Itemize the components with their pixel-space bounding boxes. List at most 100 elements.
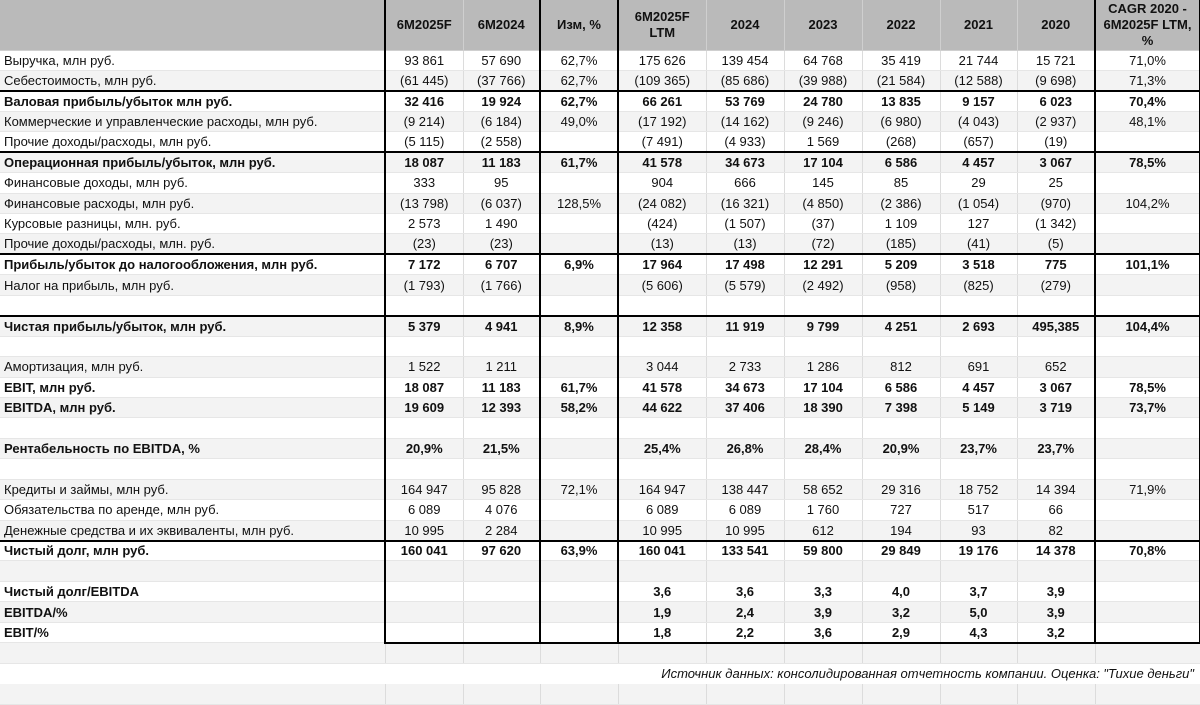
value-cell: 53 769: [705, 89, 785, 112]
value-cell: 17 964: [617, 253, 707, 276]
value-cell: [539, 520, 619, 542]
value-cell: (6 037): [462, 193, 541, 215]
value-cell: 12 393: [462, 397, 541, 419]
value-cell: 62,7%: [539, 70, 619, 92]
row-label: [0, 417, 386, 439]
value-cell: 3,2: [861, 601, 941, 623]
value-cell: (21 584): [861, 70, 941, 92]
value-cell: 4,0: [861, 581, 941, 603]
value-cell: (24 082): [617, 193, 707, 215]
row-label: Кредиты и займы, млн руб.: [0, 479, 386, 501]
value-cell: 4 457: [939, 377, 1018, 398]
value-cell: [783, 417, 863, 439]
value-cell: 32 416: [384, 89, 464, 112]
value-cell: (9 214): [384, 111, 464, 133]
value-cell: 17 104: [783, 377, 863, 398]
value-cell: 63,9%: [539, 539, 619, 562]
table-row: Чистый долг/EBITDA 3,6 3,6 3,3 4,0 3,7 3,9: [0, 581, 1200, 603]
value-cell: 61,7%: [539, 377, 619, 398]
value-cell: [1094, 213, 1200, 235]
value-cell: (16 321): [705, 193, 785, 215]
value-cell: (37): [783, 213, 863, 235]
value-cell: 71,9%: [1094, 479, 1200, 501]
value-cell: (2 492): [783, 274, 863, 296]
value-cell: [617, 458, 707, 480]
value-cell: [783, 336, 863, 358]
value-cell: (2 386): [861, 193, 941, 215]
value-cell: 139 454: [705, 50, 785, 71]
value-cell: 34 673: [705, 151, 785, 174]
table-row: Денежные средства и их эквиваленты, млн …: [0, 520, 1200, 542]
value-cell: 66 261: [617, 89, 707, 112]
value-cell: 11 183: [462, 151, 541, 174]
value-cell: [939, 336, 1018, 358]
value-cell: [939, 295, 1018, 317]
value-cell: [539, 213, 619, 235]
table-row: Себестоимость, млн руб. (61 445) (37 766) 6…: [0, 70, 1200, 92]
value-cell: 25,4%: [617, 438, 707, 460]
value-cell: 164 947: [384, 479, 464, 501]
value-cell: 3 719: [1016, 397, 1096, 419]
value-cell: [1094, 520, 1200, 542]
empty-cell: [617, 642, 707, 664]
value-cell: [1094, 581, 1200, 603]
value-cell: [705, 336, 785, 358]
empty-cell: [783, 642, 863, 664]
value-cell: [617, 336, 707, 358]
value-cell: [539, 274, 619, 296]
value-cell: (657): [939, 131, 1018, 153]
value-cell: 3,6: [705, 581, 785, 603]
table-row: Финансовые доходы, млн руб. 333 95 904 666 14…: [0, 172, 1200, 194]
value-cell: [1094, 172, 1200, 194]
value-cell: 1 490: [462, 213, 541, 235]
table-row: Финансовые расходы, млн руб. (13 798) (6 0…: [0, 193, 1200, 215]
row-label: Выручка, млн руб.: [0, 50, 386, 71]
value-cell: 2 733: [705, 356, 785, 378]
value-cell: 5 149: [939, 397, 1018, 419]
value-cell: 20,9%: [384, 438, 464, 460]
value-cell: 6 586: [861, 377, 941, 398]
value-cell: (13): [705, 233, 785, 255]
row-label: EBITDA, млн руб.: [0, 397, 386, 419]
value-cell: [783, 560, 863, 582]
value-cell: 4 076: [462, 499, 541, 521]
value-cell: [1094, 295, 1200, 317]
row-label: Прочие доходы/расходы, млн. руб.: [0, 233, 386, 255]
value-cell: [539, 356, 619, 378]
value-cell: 15 721: [1016, 50, 1096, 71]
value-cell: 17 498: [705, 253, 785, 276]
value-cell: 3,7: [939, 581, 1018, 603]
value-cell: (85 686): [705, 70, 785, 92]
value-cell: [1094, 233, 1200, 255]
value-cell: [861, 417, 941, 439]
table-row: Операционная прибыль/убыток, млн руб. 18 …: [0, 151, 1200, 174]
value-cell: [617, 560, 707, 582]
row-label: Прибыль/убыток до налогообложения, млн р…: [0, 253, 386, 276]
spacer-row: [0, 295, 1200, 317]
value-cell: 164 947: [617, 479, 707, 501]
value-cell: 18 390: [783, 397, 863, 419]
value-cell: 175 626: [617, 50, 707, 71]
value-cell: 5,0: [939, 601, 1018, 623]
value-cell: [939, 458, 1018, 480]
row-label: EBIT/%: [0, 622, 386, 644]
value-cell: [539, 417, 619, 439]
value-cell: 14 378: [1016, 539, 1096, 562]
value-cell: (19): [1016, 131, 1096, 153]
value-cell: 14 394: [1016, 479, 1096, 501]
value-cell: (424): [617, 213, 707, 235]
value-cell: 93: [939, 520, 1018, 542]
value-cell: 95 828: [462, 479, 541, 501]
value-cell: (2 937): [1016, 111, 1096, 133]
row-label: Чистый долг/EBITDA: [0, 581, 386, 603]
row-label: Прочие доходы/расходы, млн руб.: [0, 131, 386, 153]
value-cell: (1 054): [939, 193, 1018, 215]
value-cell: (279): [1016, 274, 1096, 296]
value-cell: 3 067: [1016, 151, 1096, 174]
value-cell: 160 041: [617, 539, 707, 562]
value-cell: 3 518: [939, 253, 1018, 276]
value-cell: (268): [861, 131, 941, 153]
value-cell: 20,9%: [861, 438, 941, 460]
value-cell: 78,5%: [1094, 151, 1200, 174]
